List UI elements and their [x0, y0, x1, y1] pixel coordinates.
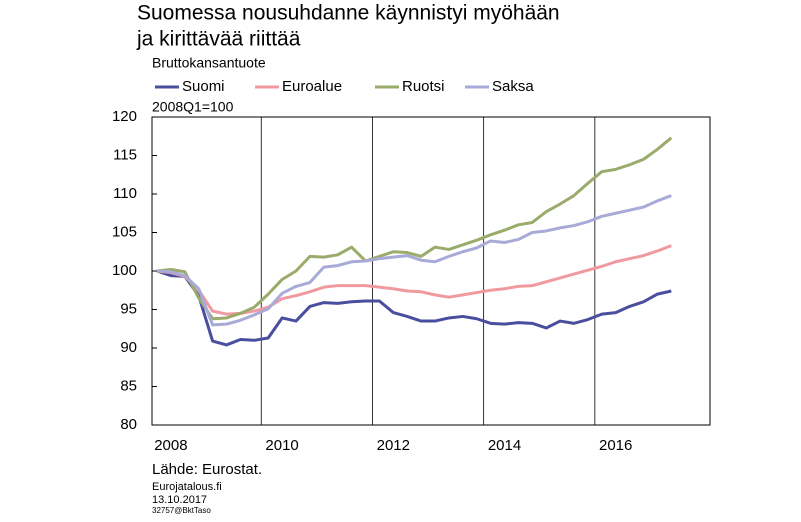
y-tick-label: 85	[120, 377, 137, 394]
x-tick-label: 2010	[265, 437, 298, 454]
line-series	[156, 194, 672, 327]
y-tick-label: 105	[112, 223, 137, 240]
footer: 13.10.2017	[152, 494, 207, 506]
chart-subtitle: Bruttokansantuote	[152, 55, 266, 71]
y-axis-label: 2008Q1=100	[152, 99, 234, 115]
y-tick-label: 100	[112, 262, 137, 279]
line-series	[156, 269, 672, 347]
chart-title: ja kirittävää riittää	[136, 28, 301, 51]
line-series	[156, 136, 673, 321]
source: Lähde: Eurostat.	[152, 461, 262, 478]
x-tick-label: 2014	[488, 437, 521, 454]
y-tick-label: 120	[112, 108, 137, 125]
x-tick-label: 2016	[599, 437, 632, 454]
footer: 32757@BktTaso	[152, 506, 211, 515]
legend-label: Ruotsi	[402, 78, 445, 95]
x-tick-label: 2012	[377, 437, 410, 454]
y-tick-label: 95	[120, 300, 137, 317]
plot-frame	[151, 116, 711, 426]
footer: Eurojatalous.fi	[152, 481, 222, 493]
y-tick-label: 80	[120, 416, 137, 433]
y-tick-label: 115	[113, 146, 137, 163]
y-tick-label: 110	[113, 185, 137, 202]
chart-title: Suomessa nousuhdanne käynnistyi myöhään	[137, 2, 560, 25]
x-tick-label: 2008	[154, 437, 187, 454]
legend-label: Euroalue	[282, 78, 342, 95]
y-tick-label: 90	[120, 339, 137, 356]
legend-label: Saksa	[492, 78, 534, 95]
legend-label: Suomi	[182, 78, 225, 95]
